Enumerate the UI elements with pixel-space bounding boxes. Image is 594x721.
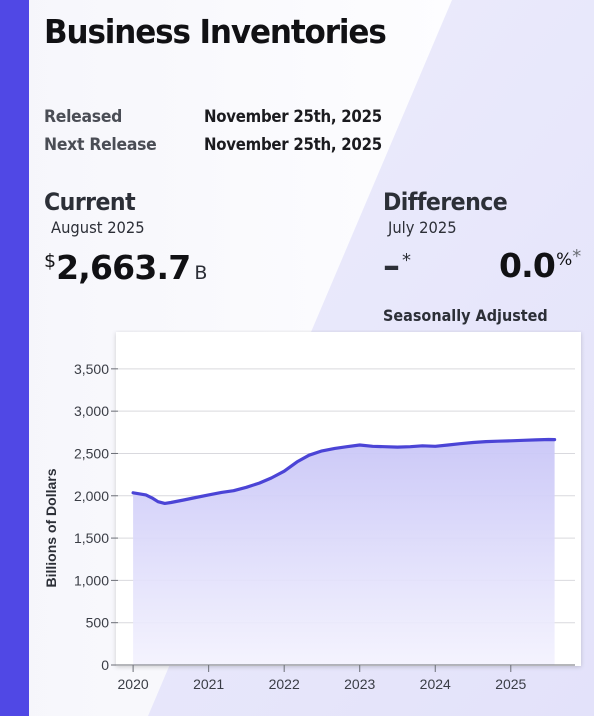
y-tick-label: 500 (86, 615, 110, 631)
seasonally-adjusted-note: Seasonally Adjusted (383, 306, 548, 325)
difference-change: – * (383, 246, 411, 286)
series-line (131, 437, 557, 505)
difference-heading: Difference (383, 188, 508, 216)
difference-percent-value: 0.0 (499, 246, 556, 285)
x-tick-label: 2024 (420, 676, 451, 692)
current-unit: B (194, 262, 208, 284)
difference-percent-star: * (572, 246, 582, 267)
current-heading: Current (44, 188, 136, 216)
x-tick-label: 2022 (269, 676, 300, 692)
page-title: Business Inventories (44, 12, 387, 51)
x-tick-label: 2023 (344, 676, 375, 692)
y-tick-label: 3,000 (74, 403, 109, 419)
difference-change-value: – (383, 246, 400, 286)
difference-period: July 2025 (388, 218, 457, 237)
current-value: $2,663.7 B (44, 248, 207, 287)
next-release-date: November 25th, 2025 (204, 135, 382, 155)
x-tick-label: 2025 (495, 676, 526, 692)
y-tick-label: 1,000 (74, 572, 109, 588)
released-label: Released (44, 107, 123, 127)
x-axis-ticks: 2020 2021 2022 2023 2024 2025 (118, 664, 575, 692)
next-release-label: Next Release (44, 135, 157, 155)
current-number: 2,663.7 (56, 248, 191, 287)
released-date: November 25th, 2025 (204, 107, 382, 127)
percent-symbol: % (556, 250, 573, 270)
currency-symbol: $ (44, 250, 57, 272)
y-tick-label: 3,500 (74, 361, 109, 377)
x-tick-label: 2021 (193, 676, 224, 692)
difference-change-star: * (402, 250, 411, 271)
y-tick-label: 0 (101, 657, 109, 673)
chart-plot (131, 437, 557, 665)
y-tick-label: 2,000 (74, 488, 109, 504)
accent-bar (0, 0, 29, 716)
series-area (133, 439, 555, 665)
difference-percent: 0.0%* (499, 246, 581, 285)
y-tick-label: 2,500 (74, 445, 109, 461)
y-axis-ticks: 0 500 1,000 1,500 2,000 2,500 3,000 3,500 (74, 361, 118, 673)
y-tick-label: 1,500 (74, 530, 109, 546)
y-axis-label: Billions of Dollars (43, 468, 59, 587)
inventories-chart: 0 500 1,000 1,500 2,000 2,500 3,000 3,500 2020 2… (0, 330, 594, 716)
x-tick-label: 2020 (118, 676, 149, 692)
current-period: August 2025 (51, 218, 145, 237)
